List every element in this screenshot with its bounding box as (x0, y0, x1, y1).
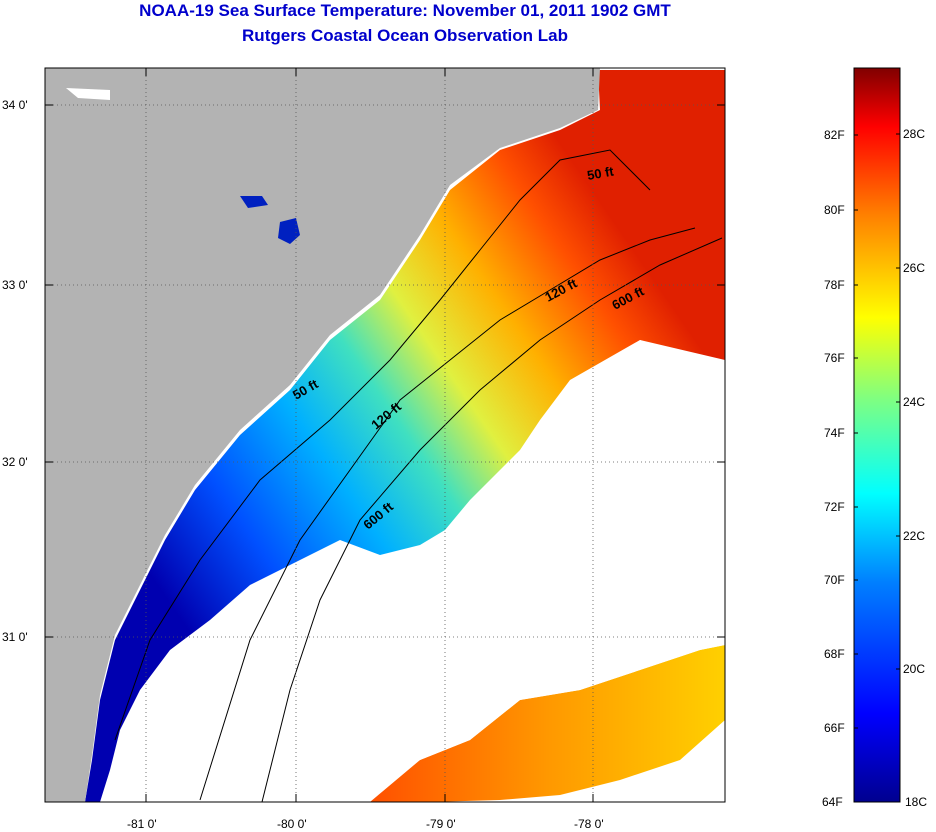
cb-f-82: 82F (824, 128, 845, 142)
contour-50ft-line (114, 149, 651, 741)
lake-1 (278, 218, 300, 244)
cb-f-68: 68F (824, 647, 845, 661)
cb-f-74: 74F (824, 426, 845, 440)
cb-c-18: 18C (905, 795, 927, 809)
map-title: NOAA-19 Sea Surface Temperature: Novembe… (139, 1, 671, 20)
colorbar (853, 67, 901, 803)
lake-3 (66, 88, 110, 100)
cb-f-66: 66F (824, 721, 845, 735)
warm-patch (370, 645, 725, 802)
cb-f-70: 70F (824, 573, 845, 587)
tick-marks (45, 68, 725, 802)
sst-field (85, 70, 725, 802)
cb-c-28: 28C (903, 127, 925, 141)
cloud-cover (125, 340, 725, 802)
land-area (45, 68, 600, 802)
cb-c-26: 26C (903, 261, 925, 275)
map-subtitle: Rutgers Coastal Ocean Observation Lab (242, 26, 568, 45)
cb-f-72: 72F (824, 500, 845, 514)
contour-label-50ft-north: 50 ft (586, 163, 616, 183)
lat-label-34: 34 0' (2, 98, 28, 112)
cb-c-24: 24C (903, 395, 925, 409)
map-border (44, 67, 726, 803)
cb-f-78: 78F (824, 278, 845, 292)
colorbar-ticks (854, 133, 900, 729)
lon-label-80: -80 0' (277, 817, 307, 831)
cb-f-76: 76F (824, 351, 845, 365)
cb-c-22: 22C (903, 529, 925, 543)
cb-f-80: 80F (824, 203, 845, 217)
contour-120ft-line (199, 227, 696, 801)
lon-label-78: -78 0' (574, 817, 604, 831)
lake-2 (240, 196, 268, 208)
lat-label-31: 31 0' (2, 630, 28, 644)
grid-lines (45, 68, 725, 802)
cb-c-20: 20C (903, 662, 925, 676)
cb-f-64: 64F (822, 795, 843, 809)
lat-label-32: 32 0' (2, 455, 28, 469)
lon-label-79: -79 0' (426, 817, 456, 831)
contour-600ft-line (261, 237, 723, 802)
lon-label-81: -81 0' (127, 817, 157, 831)
lat-label-33: 33 0' (2, 278, 28, 292)
